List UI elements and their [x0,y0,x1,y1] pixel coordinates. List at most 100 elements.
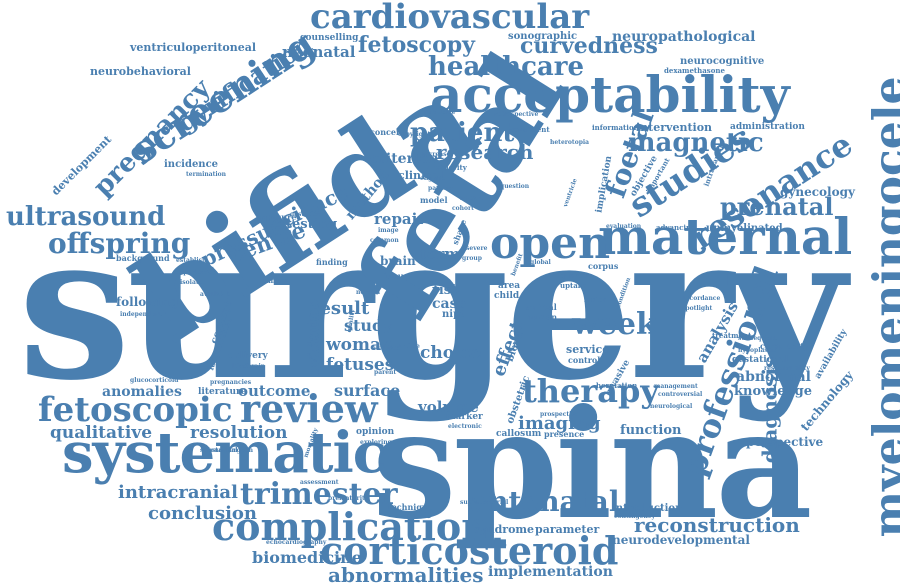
word-herniation: herniation [596,381,638,390]
word-result: result [310,298,370,319]
word-finding: finding [316,257,348,267]
word-england: england [420,175,448,182]
word-qualitative: qualitative [50,423,153,443]
word-imaging: imaging [518,413,601,434]
word-fetoscopy: fetoscopy [358,32,475,58]
word-outcome: outcome [238,382,311,400]
word-abnormal: abnormal [736,369,811,385]
word-electronic: electronic [448,423,482,430]
word-management: management [654,383,698,390]
word-case: case [432,296,467,312]
word-control: control [568,355,601,365]
word-abnormalities: abnormalities [328,563,484,585]
word-therapy: therapy [522,372,659,410]
word-repair: repair [374,210,426,228]
word-neuropathological: neuropathological [612,29,756,45]
word-corpus: corpus [588,261,619,271]
word-magnetic: magnetic [628,128,764,158]
word-offspring: offspring [48,227,191,260]
word-woman: woman [326,335,394,355]
word-function: function [620,423,682,438]
word-corticosteroid: corticosteroid [320,528,619,573]
word-evaluation: evaluation [606,223,642,230]
word-global: global [530,259,551,266]
word-establish: establish [176,257,207,264]
word-ventriculoperitoneal: ventriculoperitoneal [130,41,257,54]
word-delivery: delivery [228,351,268,361]
word-image: image [378,227,399,234]
word-parent: parent [374,369,397,376]
word-callosum: callosum [496,429,542,439]
word-spotlight: spotlight [682,305,713,312]
word-clinical: clinical [398,169,444,182]
word-structure: structure [424,109,456,116]
word-acceptability: acceptability [430,65,790,124]
word-technique: technique [388,502,433,512]
word-number: number [258,276,289,285]
word-gestation: gestation [290,211,322,218]
word-future: future [382,271,411,281]
word-controversial: controversial [658,391,703,398]
word-prenatal: prenatal [720,192,834,221]
word-fetuses: fetuses [326,355,395,375]
word-supratentorial: supratentorial [460,499,509,506]
word-exploring: exploring [360,439,392,446]
word-research: research [436,140,534,164]
word-testing: testing [286,217,338,232]
word-complexity: complexity [760,341,809,351]
word-uptake: uptake [560,281,588,290]
word-article: article [398,343,420,350]
word-available: available [200,291,230,298]
word-healthcare: healthcare [428,52,584,82]
word-pattern: pattern [428,185,453,192]
word-complication: complication [212,504,489,549]
word-child: child [494,291,520,301]
word-perspective: perspective [746,435,824,449]
word-echocardiography: echocardiography [266,539,327,546]
word-contingency: contingency [614,513,655,520]
word-substantial: substantial [200,447,238,454]
word-information: information [592,123,639,132]
word-open: open [490,218,611,269]
word-surgery: surgery [18,190,846,425]
word-common: common [370,237,399,244]
word-following: following [116,295,179,309]
word-heterotopia: heterotopia [550,139,590,146]
word-pregnancies: pregnancies [210,379,252,386]
word-neurocognitive: neurocognitive [680,56,765,67]
word-marker: marker [446,412,483,422]
word-criterion: criterion [370,151,439,167]
word-incidence: incidence [164,159,219,170]
word-impact: impact [460,195,484,202]
word-parental: parental [305,303,322,371]
word-review: review [240,386,378,431]
word-administration: administration [730,122,805,132]
word-risk: risk [432,283,461,298]
word-implementation: implementation [488,564,613,580]
word-antenatal: antenatal [470,485,620,518]
word-hindbrain: hindbrain [232,363,266,370]
word-term: term [420,245,461,263]
word-neurological: neurological [650,403,693,410]
word-cardiovascular: cardiovascular [310,0,590,37]
word-curvedness: curvedness [520,33,658,59]
word-brain: brain [380,254,416,268]
word-increase: increase [422,151,451,158]
word-group: group [462,255,482,262]
word-prematurity: prematurity [328,495,369,502]
word-exposure: exposure [256,212,297,222]
word-assessment: assessment [300,479,339,486]
word-glucocorticoid: glucocorticoid [130,377,179,384]
word-gestational: gestational [732,355,789,365]
word-sonographic: sonographic [508,31,578,42]
word-nipt: nipt [442,309,465,320]
word-service: service [566,343,610,356]
word-ultrasound: ultrasound [6,202,166,232]
word-knowledge: knowledge [734,384,812,399]
word-choice: choice [420,343,482,363]
word-prospective: prospective [540,411,579,418]
word-cohort: cohort [452,205,474,212]
word-responsibility: responsibility [764,365,810,372]
word-background: background [116,253,170,263]
